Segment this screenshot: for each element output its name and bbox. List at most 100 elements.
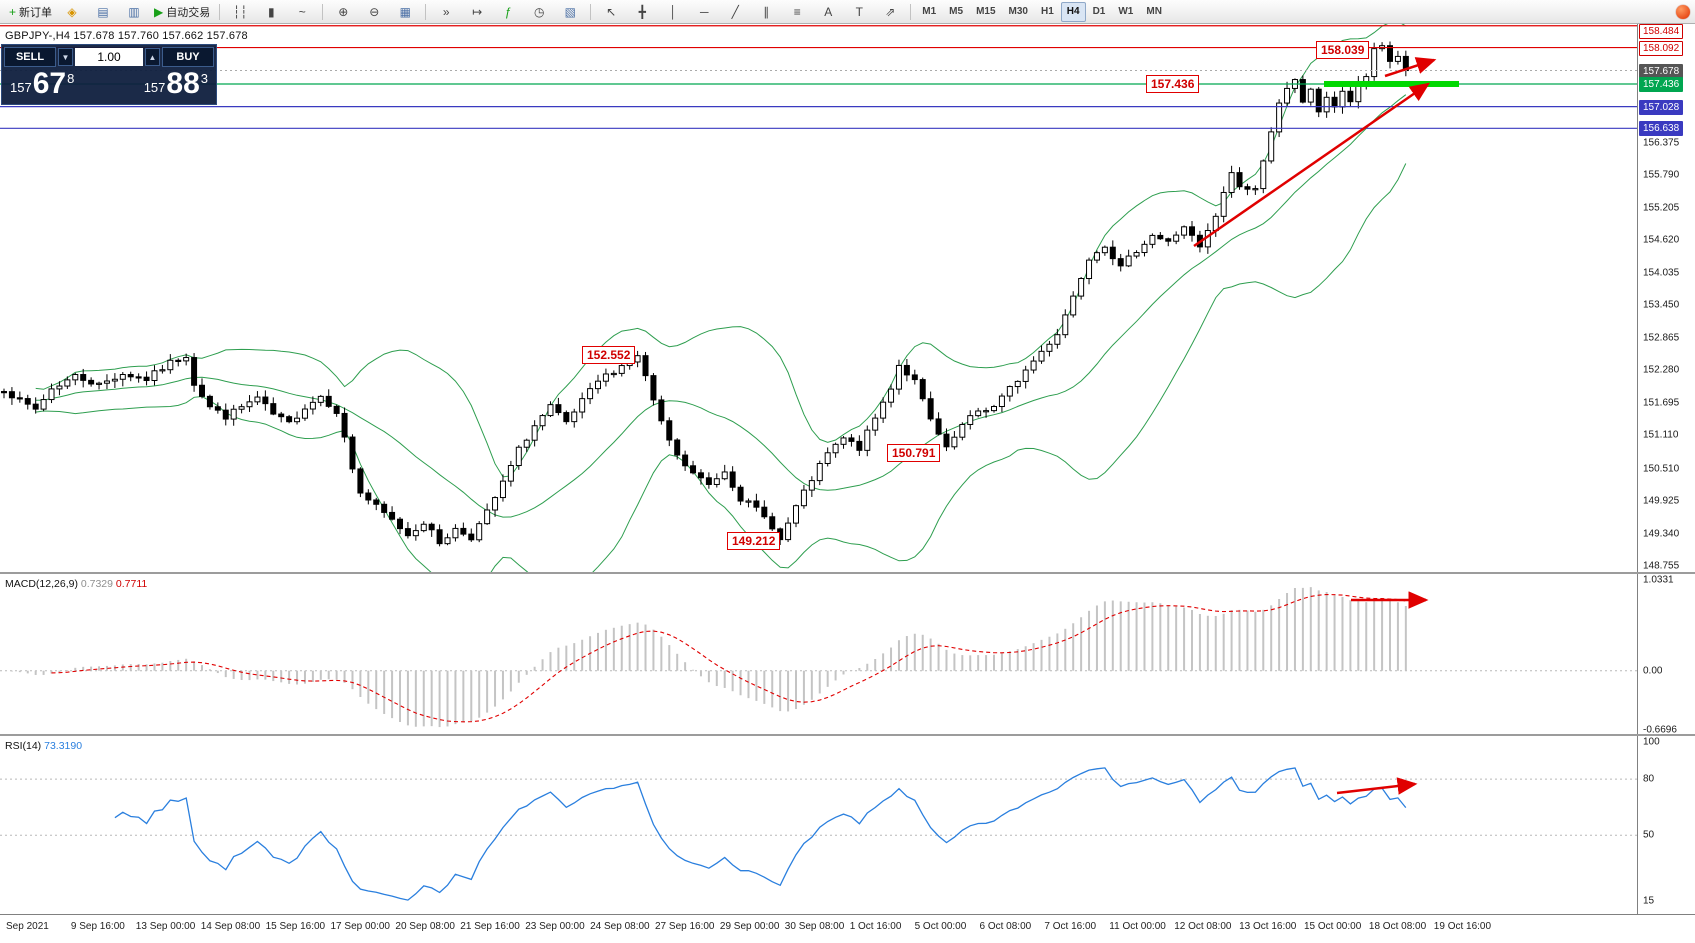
- timeframe-mn-button[interactable]: MN: [1146, 6, 1162, 17]
- auto-trading-button-label: 自动交易: [166, 6, 211, 19]
- price-axis-tick: 154.035: [1643, 267, 1680, 279]
- chart-profiles-icon-glyph: ◈: [67, 4, 77, 19]
- auto-trading-button[interactable]: ▶ 自动交易: [150, 1, 214, 23]
- rsi-value: 73.3190: [44, 740, 83, 752]
- chart-profiles-icon[interactable]: ◈: [57, 1, 87, 23]
- rsi-panel[interactable]: [0, 736, 1637, 914]
- timeframe-h4-button[interactable]: H4: [1060, 1, 1086, 22]
- new-order-button-label: 新订单: [19, 6, 53, 19]
- price-callout-label[interactable]: 158.039: [1316, 41, 1370, 60]
- timeframe-h1-button[interactable]: H1: [1040, 6, 1054, 17]
- rsi-axis-tick: 50: [1643, 829, 1655, 841]
- vertical-line-icon[interactable]: │: [658, 1, 688, 23]
- line-chart-icon[interactable]: ~: [287, 1, 317, 23]
- time-axis[interactable]: Sep 2021 9 Sep 16:00 13 Sep 00:00 14 Sep 08…: [0, 914, 1695, 943]
- text-icon[interactable]: A: [813, 1, 843, 23]
- rsi-label: RSI(14) 73.3190: [5, 740, 82, 752]
- toolbar: + 新订单 ◈ ▤ ▥ ▶ 自动交易 ┆┆ ▮ ~ ⊕ ⊖ ▦ » ↦ ƒ ◷ ▧ ↖ ╋ │ ─ ╱ ∥ ≡ A T ⇗ M1 M5 M1…: [0, 0, 1695, 24]
- price-axis-tick: 151.695: [1643, 397, 1680, 409]
- bar-chart-icon[interactable]: ┆┆: [225, 1, 255, 23]
- tile-windows-icon[interactable]: ▦: [390, 1, 420, 23]
- price-axis-marker: 156.638: [1639, 121, 1684, 137]
- arrows-tool-icon[interactable]: ⇗: [875, 1, 905, 23]
- price-axis-tick: 152.280: [1643, 364, 1680, 376]
- price-axis[interactable]: 156.375 155.790 155.205 154.620 154.035 153.4…: [1637, 24, 1695, 914]
- panel-separator[interactable]: [0, 734, 1695, 736]
- macd-panel[interactable]: [0, 574, 1637, 734]
- time-axis-label: 13 Sep 00:00: [135, 921, 196, 932]
- channel-icon[interactable]: ∥: [751, 1, 781, 23]
- time-axis-label: 23 Sep 00:00: [525, 921, 585, 932]
- sell-price-big: 67: [32, 67, 67, 100]
- trendline-icon[interactable]: ╱: [720, 1, 750, 23]
- zoom-out-icon[interactable]: ⊖: [359, 1, 389, 23]
- indicators-icon[interactable]: ƒ: [493, 1, 523, 23]
- time-axis-label: 15 Oct 00:00: [1304, 921, 1362, 932]
- price-callout-label[interactable]: 149.212: [727, 531, 781, 550]
- macd-histogram: [10, 587, 1407, 728]
- price-callout-label[interactable]: 152.552: [582, 346, 636, 365]
- cursor-icon-glyph: ↖: [606, 4, 617, 19]
- time-axis-label: 15 Sep 16:00: [265, 921, 326, 932]
- price-callout-label[interactable]: 157.436: [1146, 74, 1200, 93]
- buy-price-big: 88: [166, 67, 200, 100]
- crosshair-icon[interactable]: ╋: [627, 1, 657, 23]
- new-order-button[interactable]: + 新订单: [5, 1, 56, 23]
- macd-value-main: 0.7329: [80, 578, 113, 590]
- templates-icon[interactable]: ▧: [555, 1, 585, 23]
- notification-icon[interactable]: [1676, 4, 1690, 19]
- timeframe-d1-button[interactable]: D1: [1092, 6, 1106, 17]
- price-axis-marker: 157.028: [1639, 99, 1684, 115]
- text-icon-glyph: A: [824, 4, 833, 19]
- time-axis-label: 5 Oct 00:00: [914, 921, 967, 932]
- time-axis-label: 13 Oct 16:00: [1239, 921, 1297, 932]
- cursor-icon[interactable]: ↖: [596, 1, 626, 23]
- timeframe-w1-button[interactable]: W1: [1118, 6, 1134, 17]
- data-window-icon[interactable]: ▥: [119, 1, 149, 23]
- macd-axis-tick: 0.00: [1643, 665, 1663, 677]
- timeframe-m30-button[interactable]: M30: [1008, 6, 1028, 17]
- volume-decrease-button[interactable]: ▼: [58, 48, 73, 66]
- volume-input[interactable]: 1.00: [75, 48, 143, 66]
- buy-price-sup: 3: [200, 71, 208, 86]
- market-watch-icon[interactable]: ▤: [88, 1, 118, 23]
- time-axis-label: 7 Oct 16:00: [1044, 921, 1097, 932]
- bar-chart-icon-glyph: ┆┆: [233, 4, 248, 19]
- new-order-button-icon: +: [9, 4, 17, 19]
- timeframe-m5-button[interactable]: M5: [949, 6, 964, 17]
- data-window-icon-glyph: ▥: [128, 4, 140, 19]
- timeframe-m1-button[interactable]: M1: [922, 6, 937, 17]
- sell-price-sup: 8: [67, 71, 75, 86]
- time-axis-label: 18 Oct 08:00: [1368, 921, 1427, 932]
- time-axis-label: 27 Sep 16:00: [655, 921, 715, 932]
- buy-button[interactable]: BUY: [162, 47, 214, 67]
- market-watch-icon-glyph: ▤: [97, 4, 109, 19]
- fibonacci-icon-glyph: ≡: [793, 4, 801, 19]
- volume-increase-button[interactable]: ▲: [145, 48, 160, 66]
- horizontal-line-icon[interactable]: ─: [689, 1, 719, 23]
- main-chart[interactable]: [0, 24, 1637, 572]
- indicators-icon-glyph: ƒ: [504, 4, 512, 19]
- text-label-icon[interactable]: T: [844, 1, 874, 23]
- price-callout-label[interactable]: 150.791: [887, 444, 941, 463]
- candlestick-chart-icon[interactable]: ▮: [256, 1, 286, 23]
- chart-shift-icon[interactable]: ↦: [462, 1, 492, 23]
- time-axis-label: 29 Sep 00:00: [719, 921, 780, 932]
- crosshair-icon-glyph: ╋: [638, 4, 646, 19]
- price-axis-tick: 153.450: [1643, 299, 1680, 311]
- line-chart-icon-glyph: ~: [298, 4, 306, 19]
- timeframe-m15-button[interactable]: M15: [976, 6, 996, 17]
- fibonacci-icon[interactable]: ≡: [782, 1, 812, 23]
- auto-scroll-icon[interactable]: »: [431, 1, 461, 23]
- periods-icon[interactable]: ◷: [524, 1, 554, 23]
- rsi-axis-tick: 15: [1643, 895, 1655, 907]
- zoom-in-icon[interactable]: ⊕: [328, 1, 358, 23]
- macd-axis-tick: 1.0331: [1643, 574, 1674, 586]
- price-axis-tick: 152.865: [1643, 332, 1680, 344]
- macd-label: MACD(12,26,9) 0.7329 0.7711: [5, 578, 147, 590]
- sell-button[interactable]: SELL: [4, 47, 56, 67]
- panel-separator[interactable]: [0, 572, 1695, 574]
- rsi-label-name: RSI(14): [5, 740, 42, 752]
- candlestick-chart-icon-glyph: ▮: [267, 4, 275, 19]
- auto-scroll-icon-glyph: »: [442, 4, 450, 19]
